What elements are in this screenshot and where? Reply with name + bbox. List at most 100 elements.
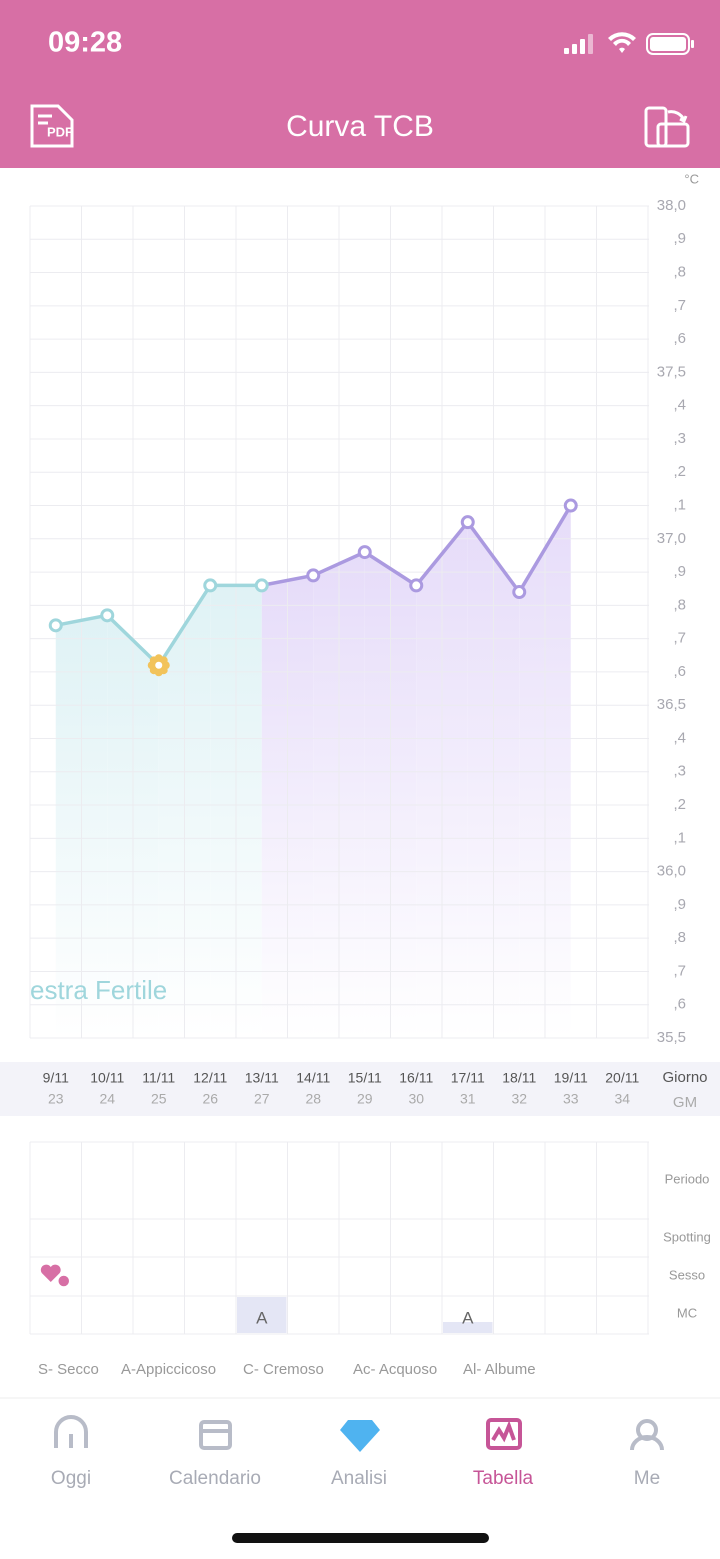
y-tick-label: ,8 — [673, 596, 686, 613]
mc-label: A — [462, 1308, 474, 1327]
tab-icon — [630, 1419, 664, 1451]
y-tick-label: ,6 — [673, 330, 686, 347]
cycle-day-label: 30 — [408, 1091, 424, 1107]
x-tick-label: 14/11 — [296, 1070, 330, 1086]
cycle-day-label: 28 — [305, 1091, 321, 1107]
y-tick-label: ,1 — [673, 496, 686, 513]
cycle-day-label: 24 — [99, 1091, 115, 1107]
sesso-badge — [57, 1274, 71, 1288]
y-tick-label: ,3 — [673, 763, 686, 780]
data-point — [357, 545, 372, 560]
data-point — [409, 578, 424, 593]
x-tick-label: 13/11 — [245, 1070, 279, 1086]
x-tick-label: 9/11 — [43, 1070, 69, 1086]
tab-icon — [486, 1418, 522, 1450]
y-tick-label: ,1 — [673, 829, 686, 846]
y-tick-label: ,9 — [673, 896, 686, 913]
line-segment — [105, 613, 161, 668]
y-tick-label: ,3 — [673, 430, 686, 447]
x-tick-label: 16/11 — [399, 1070, 433, 1086]
line-segment — [260, 573, 315, 588]
y-tick-label: ,7 — [673, 630, 686, 647]
status-icons — [564, 32, 694, 55]
y-tick-label: ,9 — [673, 230, 686, 247]
line-segment — [466, 520, 521, 594]
cycle-day-label: 32 — [511, 1091, 527, 1107]
chart-annotation: estra Fertile — [30, 975, 167, 1005]
cycle-day-label: 27 — [254, 1091, 270, 1107]
flower-center — [155, 661, 163, 669]
tab-label[interactable]: Tabella — [473, 1468, 534, 1489]
date-band — [0, 1062, 720, 1116]
ovulation-marker — [147, 654, 170, 677]
cycle-day-label: 34 — [614, 1091, 630, 1107]
sesso-icon — [40, 1264, 61, 1282]
line-segments — [54, 503, 573, 668]
status-time: 09:28 — [48, 27, 122, 59]
y-tick-label: 36,5 — [657, 696, 686, 713]
data-point — [306, 568, 321, 583]
y-tick-label: ,7 — [673, 962, 686, 979]
x-tick-label: 17/11 — [451, 1070, 485, 1086]
y-tick-label: 38,0 — [657, 197, 686, 214]
line-segment — [54, 613, 109, 628]
x-tick-label: 18/11 — [502, 1070, 536, 1086]
row-label: Giorno — [662, 1069, 707, 1086]
y-tick-label: ,4 — [673, 397, 686, 414]
legend-item: A-Appiccicoso — [121, 1361, 216, 1378]
line-segment — [517, 503, 573, 594]
cycle-day-label: 25 — [151, 1091, 167, 1107]
data-point — [460, 515, 475, 530]
petal — [159, 656, 168, 665]
y-tick-label: 35,5 — [657, 1029, 686, 1046]
line-segment — [414, 520, 470, 588]
x-tick-label: 20/11 — [605, 1070, 639, 1086]
y-tick-label: ,2 — [673, 796, 686, 813]
record-row-label: MC — [677, 1305, 697, 1320]
cycle-day-label: 33 — [563, 1091, 579, 1107]
tab-label[interactable]: Analisi — [331, 1468, 387, 1489]
cycle-day-label: 29 — [357, 1091, 373, 1107]
tab-label[interactable]: Calendario — [169, 1468, 261, 1489]
y-tick-label: ,2 — [673, 463, 686, 480]
y-tick-label: ,8 — [673, 929, 686, 946]
y-tick-label: ,8 — [673, 264, 686, 281]
record-row-label: Sesso — [669, 1267, 705, 1282]
legend-item: C- Cremoso — [243, 1361, 324, 1378]
tab-icon — [340, 1420, 380, 1452]
y-tick-label: ,6 — [673, 996, 686, 1013]
y-tick-label: 37,0 — [657, 530, 686, 547]
data-point — [512, 585, 527, 600]
x-tick-label: 15/11 — [348, 1070, 382, 1086]
legend-item: Ac- Acquoso — [353, 1361, 437, 1378]
pdf-button[interactable]: PDF — [30, 104, 74, 148]
mc-label: A — [256, 1308, 268, 1327]
rotate-button[interactable] — [644, 106, 690, 148]
record-row-label: Periodo — [665, 1171, 710, 1186]
header-bg — [0, 0, 720, 168]
record-row-label: Spotting — [663, 1229, 711, 1244]
tab-label[interactable]: Me — [634, 1468, 660, 1489]
line-segment — [311, 550, 367, 578]
pdf-label: PDF — [47, 124, 73, 139]
row-label: GM — [673, 1094, 697, 1111]
y-tick-label: ,7 — [673, 297, 686, 314]
y-tick-label: ,6 — [673, 663, 686, 680]
tab-icon — [199, 1420, 232, 1450]
cycle-day-label: 26 — [202, 1091, 218, 1107]
mc-cell — [237, 1297, 287, 1333]
line-segment — [157, 583, 212, 668]
y-tick-label: 36,0 — [657, 863, 686, 880]
unit-label: °C — [684, 171, 699, 186]
data-point — [563, 498, 578, 513]
x-tick-label: 10/11 — [90, 1070, 124, 1086]
cycle-day-label: 23 — [48, 1091, 64, 1107]
tab-label[interactable]: Oggi — [51, 1468, 91, 1489]
legend-item: Al- Albume — [463, 1361, 536, 1378]
line-segment — [363, 550, 418, 588]
y-tick-label: 37,5 — [657, 363, 686, 380]
x-tick-label: 12/11 — [193, 1070, 227, 1086]
mc-cell — [443, 1322, 493, 1333]
y-tick-label: ,9 — [673, 563, 686, 580]
